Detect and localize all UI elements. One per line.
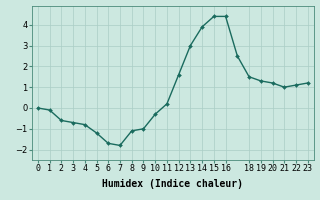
X-axis label: Humidex (Indice chaleur): Humidex (Indice chaleur) [102,179,243,189]
